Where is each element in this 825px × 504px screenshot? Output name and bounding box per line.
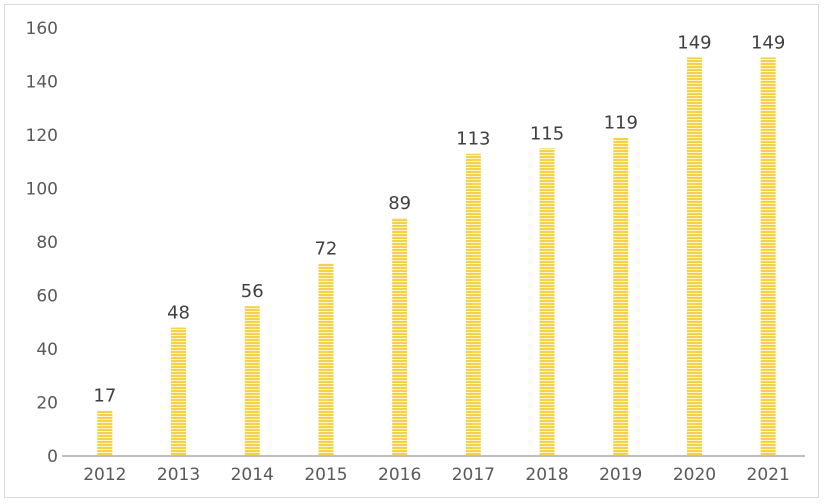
data-label: 48 <box>167 303 190 324</box>
x-tick-label: 2017 <box>452 465 495 485</box>
y-tick-label: 60 <box>36 287 58 307</box>
bar <box>613 137 629 457</box>
x-tick-label: 2021 <box>747 465 790 485</box>
bar <box>392 217 408 456</box>
data-label: 89 <box>388 193 411 214</box>
x-tick-label: 2018 <box>525 465 568 485</box>
x-tick-label: 2012 <box>83 465 126 485</box>
data-label: 115 <box>530 123 564 144</box>
data-label: 113 <box>456 129 490 150</box>
y-tick-label: 40 <box>36 340 58 360</box>
bar <box>318 263 334 456</box>
x-tick-label: 2013 <box>157 465 200 485</box>
bar <box>686 57 702 457</box>
y-tick-label: 120 <box>26 126 58 146</box>
x-tick-label: 2015 <box>304 465 347 485</box>
data-label: 149 <box>677 32 711 53</box>
data-label: 149 <box>751 32 785 53</box>
data-label: 72 <box>314 238 337 259</box>
data-label: 119 <box>604 113 638 134</box>
y-tick-label: 140 <box>26 73 58 93</box>
x-axis-labels: 2012 2013 2014 2015 2016 2017 2018 2019 2020 2021 <box>83 465 790 485</box>
y-tick-label: 0 <box>47 447 58 467</box>
bar <box>465 153 481 456</box>
x-tick-label: 2019 <box>599 465 642 485</box>
y-tick-label: 100 <box>26 180 58 200</box>
bar <box>539 148 555 456</box>
chart-frame <box>4 4 819 498</box>
x-tick-label: 2020 <box>673 465 716 485</box>
data-label: 17 <box>93 386 116 407</box>
y-tick-label: 160 <box>26 19 58 39</box>
y-axis-ticks: 0 20 40 60 80 100 120 140 160 <box>26 19 58 467</box>
x-tick-label: 2014 <box>231 465 274 485</box>
bar <box>244 306 260 456</box>
bar <box>760 57 776 457</box>
y-tick-label: 80 <box>36 233 58 253</box>
bar <box>171 327 187 456</box>
y-tick-label: 20 <box>36 394 58 414</box>
x-tick-label: 2016 <box>378 465 421 485</box>
data-label: 56 <box>241 281 264 302</box>
bars <box>97 57 776 457</box>
bar <box>97 410 113 456</box>
data-labels: 17 48 56 72 89 113 115 119 149 149 <box>93 32 785 406</box>
